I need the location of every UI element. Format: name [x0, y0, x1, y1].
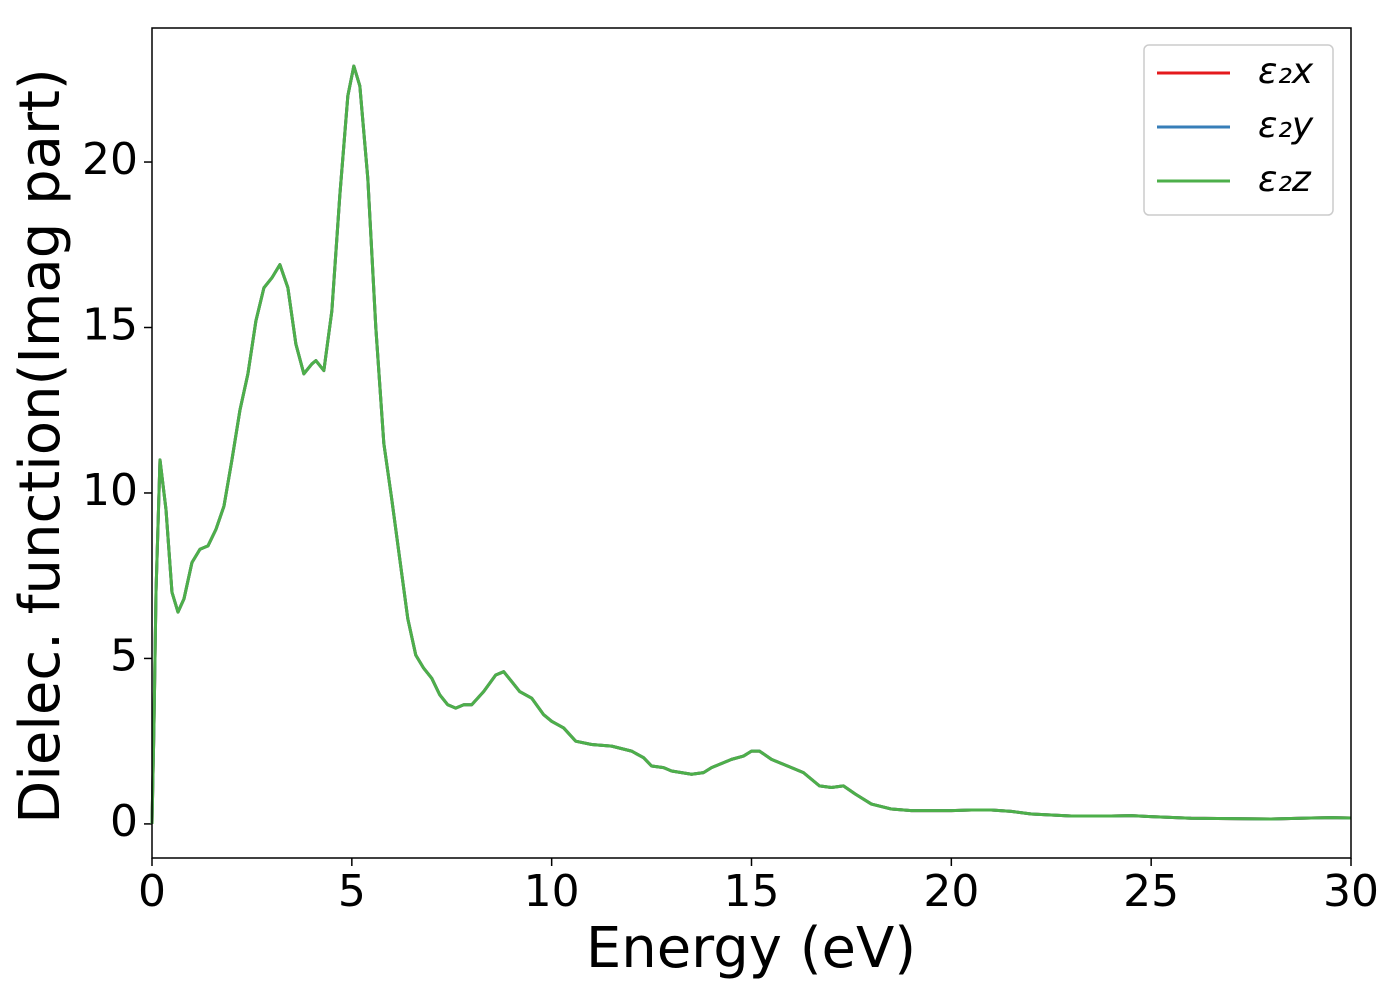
- legend-label: ε₂z: [1258, 159, 1312, 200]
- legend-label: ε₂x: [1258, 51, 1314, 92]
- y-axis-label: Dielec. function(Imag part): [8, 68, 73, 824]
- plot-frame: [151, 27, 1352, 859]
- x-tick-label: 30: [1323, 866, 1379, 917]
- y-tick-label: 0: [110, 796, 138, 847]
- x-tick-label: 0: [138, 866, 166, 917]
- x-tick-label: 5: [338, 866, 366, 917]
- series-line: [150, 64, 1352, 824]
- x-tick-label: 10: [524, 866, 580, 917]
- x-tick-label: 20: [923, 866, 979, 917]
- y-tick-label: 20: [82, 134, 138, 185]
- y-tick-label: 5: [110, 630, 138, 681]
- x-tick-label: 15: [724, 866, 780, 917]
- x-axis-label: Energy (eV): [586, 916, 916, 981]
- x-tick-label: 25: [1123, 866, 1179, 917]
- legend-box: [1143, 44, 1334, 216]
- legend-label: ε₂y: [1258, 105, 1314, 146]
- y-tick-label: 15: [82, 300, 138, 351]
- y-tick-label: 10: [82, 465, 138, 516]
